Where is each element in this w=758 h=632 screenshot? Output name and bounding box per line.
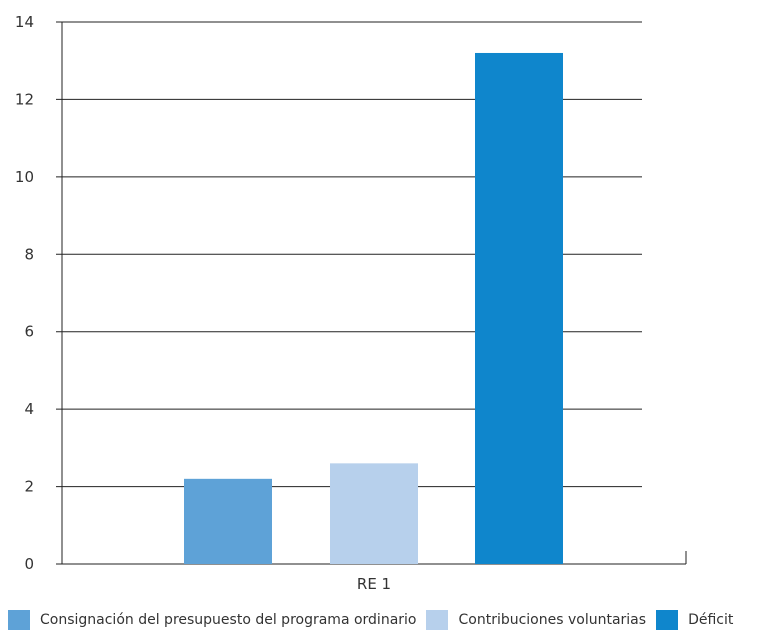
bars	[184, 52, 563, 564]
legend-item-consignacion: Consignación del presupuesto del program…	[8, 610, 416, 630]
gridlines	[56, 21, 642, 565]
x-category-label: RE 1	[357, 575, 391, 593]
tick-labels: 0 2 4 6 8 10 12 14 RE 1	[15, 13, 391, 593]
bar-consignacion	[184, 478, 272, 564]
legend: Consignación del presupuesto del program…	[8, 610, 743, 630]
legend-label-consignacion: Consignación del presupuesto del program…	[40, 612, 417, 628]
legend-item-contribuciones: Contribuciones voluntarias	[426, 610, 646, 630]
bar-deficit	[475, 52, 563, 564]
legend-label-deficit: Déficit	[688, 612, 734, 628]
legend-swatch-contribuciones	[426, 610, 449, 630]
legend-item-deficit: Déficit	[656, 610, 733, 630]
legend-swatch-consignacion	[8, 610, 30, 630]
legend-label-contribuciones: Contribuciones voluntarias	[458, 612, 647, 628]
y-tick-label-12: 12	[15, 90, 34, 108]
y-tick-label-14: 14	[15, 13, 34, 31]
y-tick-label-4: 4	[24, 400, 34, 418]
y-tick-label-10: 10	[15, 168, 34, 186]
y-tick-label-2: 2	[24, 478, 34, 496]
y-tick-label-6: 6	[24, 323, 34, 341]
y-tick-label-0: 0	[24, 555, 34, 573]
bar-chart: 0 2 4 6 8 10 12 14 RE 1	[15, 13, 687, 593]
bar-contribuciones	[330, 463, 418, 564]
legend-swatch-deficit	[656, 610, 679, 630]
y-tick-label-8: 8	[24, 245, 34, 263]
